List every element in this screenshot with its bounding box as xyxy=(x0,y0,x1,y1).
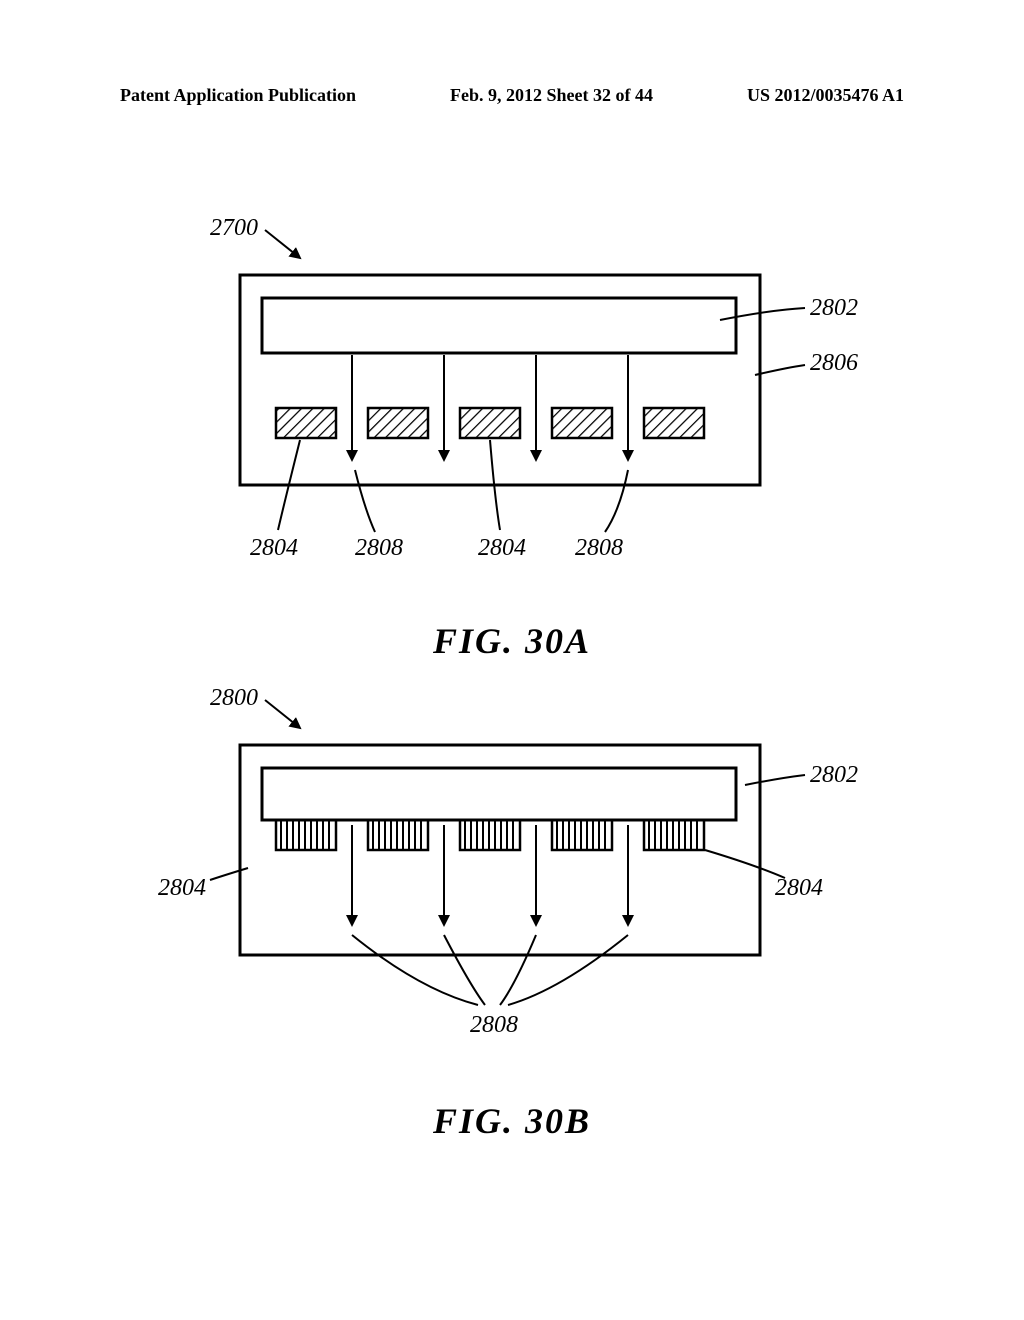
figure-30a-caption: FIG. 30A xyxy=(0,620,1024,662)
header-date-sheet: Feb. 9, 2012 Sheet 32 of 44 xyxy=(450,85,653,106)
outer-body xyxy=(240,275,760,485)
inner-bar-b xyxy=(262,768,736,820)
ref-2804-b1: 2804 xyxy=(158,875,206,901)
ref-2700: 2700 xyxy=(210,215,258,241)
header-publication: Patent Application Publication xyxy=(120,85,356,106)
figure-30a-svg: 2700 2802 2806 xyxy=(0,200,1024,620)
ref-2808-a1: 2808 xyxy=(355,535,403,561)
ref-2806-a: 2806 xyxy=(810,350,858,376)
vert-hatched-blocks xyxy=(276,820,704,850)
figure-30b-svg: 2800 2802 xyxy=(0,670,1024,1090)
ref-2804-a1: 2804 xyxy=(250,535,298,561)
ref-2802-b: 2802 xyxy=(810,762,858,788)
ref-2804-b2: 2804 xyxy=(775,875,823,901)
ref-2808-b: 2808 xyxy=(470,1012,518,1038)
header-patent-number: US 2012/0035476 A1 xyxy=(747,85,904,106)
ref-2802-a: 2802 xyxy=(810,295,858,321)
page-header: Patent Application Publication Feb. 9, 2… xyxy=(0,85,1024,106)
figure-30a: 2700 2802 2806 xyxy=(0,200,1024,662)
ref-2800: 2800 xyxy=(210,685,258,711)
inner-bar xyxy=(262,298,736,353)
ref-2808-a2: 2808 xyxy=(575,535,623,561)
figure-30b-caption: FIG. 30B xyxy=(0,1100,1024,1142)
hatched-blocks xyxy=(276,408,704,438)
figure-30b: 2800 2802 xyxy=(0,670,1024,1142)
ref-2804-a2: 2804 xyxy=(478,535,526,561)
